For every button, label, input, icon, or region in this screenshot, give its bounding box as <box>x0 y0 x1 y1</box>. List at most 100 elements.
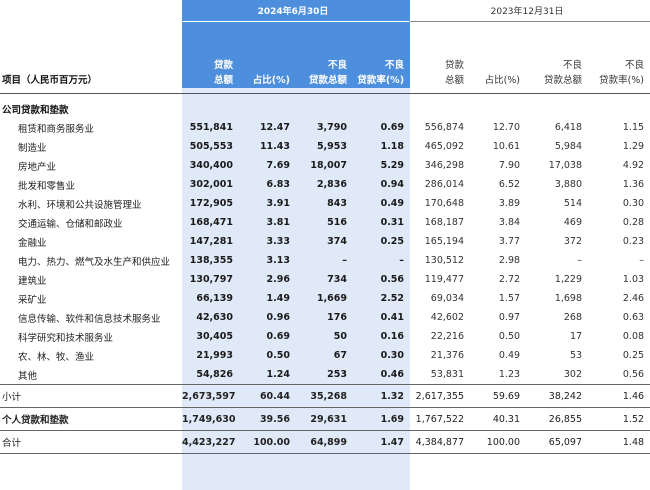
cur-npl-ratio-cell: 5.29 <box>380 160 405 171</box>
cur-npl-ratio-cell: 0.69 <box>380 122 405 133</box>
cur-npl-ratio-cell: 1.32 <box>353 384 411 408</box>
prev-npl-ratio-cell: 1.15 <box>622 122 645 133</box>
prev-loan-total-cell: 165,194 <box>424 236 465 247</box>
cur-share-cell: 100.00 <box>239 430 296 454</box>
table-row: 电力、热力、燃气及水生产和供应业 138,355 3.13 – – 130,512 2.98… <box>0 251 650 270</box>
current-period-label: 2024年6月30日 <box>182 0 411 22</box>
cur-npl-total-cell: 843 <box>327 198 347 209</box>
prev-loan-total-cell: 4,384,877 <box>410 430 471 454</box>
cur-npl-ratio-cell: 0.30 <box>380 350 405 361</box>
industry-name: 信息传输、软件和信息技术服务业 <box>18 313 161 325</box>
table-row: 房地产业 340,400 7.69 18,007 5.29 346,298 7.90 17,0… <box>0 156 650 175</box>
table-row: 科学研究和技术服务业 30,405 0.69 50 0.16 22,216 0.50 17 0.… <box>0 327 650 346</box>
prev-npl-total-cell: 17,038 <box>548 160 583 171</box>
cur-npl-total-cell: 253 <box>327 369 347 380</box>
cur-npl-ratio-cell: 0.56 <box>380 274 405 285</box>
industry-name: 金融业 <box>18 237 47 249</box>
prev-npl-total-cell: 26,855 <box>526 407 589 431</box>
prev-npl-total-cell: 268 <box>563 312 583 323</box>
total-row: 合计 4,423,227 100.00 64,899 1.47 4,384,877 100.… <box>0 430 650 454</box>
cur-npl-total-cell: 516 <box>327 217 347 228</box>
cur-loan-total-cell: 302,001 <box>189 179 233 190</box>
cur-loan-total-cell: 505,553 <box>189 141 233 152</box>
cur-loan-total-cell: 138,355 <box>189 255 233 266</box>
cur-loan-total-cell: 2,673,597 <box>182 384 239 408</box>
header-line: 不良 <box>625 60 645 71</box>
cur-npl-total-cell: 35,268 <box>296 384 353 408</box>
cur-loan-total-header: 贷款 总额 <box>182 21 239 94</box>
table-row: 交通运输、仓储和邮政业 168,471 3.81 516 0.31 168,187 3.84… <box>0 213 650 232</box>
cur-npl-total-cell: 2,836 <box>316 179 347 190</box>
industry-name: 农、林、牧、渔业 <box>18 351 95 363</box>
prev-loan-total-cell: 346,298 <box>424 160 465 171</box>
prev-loan-total-cell: 168,187 <box>424 217 465 228</box>
cur-npl-total-cell: 734 <box>327 274 347 285</box>
prev-share-cell: 3.77 <box>498 236 521 247</box>
cur-npl-ratio-cell: 1.69 <box>353 407 411 431</box>
section-row-corporate: 公司贷款和垫款 <box>0 94 650 119</box>
cur-npl-ratio-cell: 0.31 <box>380 217 405 228</box>
prev-share-cell: 1.57 <box>498 293 521 304</box>
cur-loan-total-cell: 147,281 <box>189 236 233 247</box>
prev-share-cell: 7.90 <box>498 160 521 171</box>
cur-loan-total-cell: 30,405 <box>196 331 233 342</box>
cur-share-header: 占比(%) <box>239 21 296 94</box>
prev-npl-ratio-cell: 0.08 <box>622 331 645 342</box>
cur-loan-total-cell: 66,139 <box>196 293 233 304</box>
prev-share-cell: 3.89 <box>498 198 521 209</box>
cur-npl-ratio-cell: 0.25 <box>380 236 405 247</box>
prev-npl-ratio-cell: 1.03 <box>622 274 645 285</box>
cur-share-cell: 12.47 <box>259 122 290 133</box>
prev-npl-total-cell: – <box>577 255 583 266</box>
table-row: 金融业 147,281 3.33 374 0.25 165,194 3.77 372 0.23 <box>0 232 650 251</box>
prev-share-cell: 10.61 <box>492 141 521 152</box>
previous-period-label: 2023年12月31日 <box>410 0 650 22</box>
cur-npl-ratio-cell: – <box>399 255 405 266</box>
cur-npl-total-cell: 29,631 <box>296 407 353 431</box>
prev-npl-total-cell: 469 <box>563 217 583 228</box>
subtotal-row: 小计 2,673,597 60.44 35,268 1.32 2,617,355 59.69… <box>0 384 650 408</box>
prev-npl-ratio-header: 不良 贷款率(%) <box>588 21 650 94</box>
industry-name: 交通运输、仓储和邮政业 <box>18 218 123 230</box>
prev-share-cell: 6.52 <box>498 179 521 190</box>
prev-loan-total-cell: 286,014 <box>424 179 465 190</box>
header-line: 贷款总额 <box>308 75 347 86</box>
cur-loan-total-cell: 340,400 <box>189 160 233 171</box>
prev-npl-ratio-cell: 0.63 <box>622 312 645 323</box>
cur-share-cell: 1.49 <box>266 293 290 304</box>
header-line: 贷款 <box>213 60 233 71</box>
prev-npl-total-header: 不良 贷款总额 <box>526 21 589 94</box>
industry-name: 建筑业 <box>18 275 47 287</box>
table-row: 其他 54,826 1.24 253 0.46 53,831 1.23 302 0.56 <box>0 365 650 385</box>
header-line: 贷款 <box>445 60 465 71</box>
cur-share-cell: 0.50 <box>266 350 290 361</box>
cur-npl-total-cell: 18,007 <box>310 160 347 171</box>
prev-npl-ratio-cell: 1.29 <box>622 141 645 152</box>
cur-npl-ratio-cell: 2.52 <box>380 293 405 304</box>
prev-npl-ratio-cell: 0.25 <box>622 350 645 361</box>
cur-share-cell: 2.96 <box>266 274 290 285</box>
prev-npl-ratio-cell: – <box>639 255 645 266</box>
cur-share-cell: 11.43 <box>259 141 290 152</box>
cur-share-cell: 0.96 <box>266 312 290 323</box>
prev-npl-ratio-cell: 1.48 <box>588 430 650 454</box>
prev-npl-ratio-cell: 0.28 <box>622 217 645 228</box>
header-line: 不良 <box>385 60 405 71</box>
prev-share-cell: 12.70 <box>492 122 521 133</box>
industry-name: 个人贷款和垫款 <box>0 407 182 431</box>
cur-npl-ratio-cell: 0.16 <box>380 331 405 342</box>
table-row: 批发和零售业 302,001 6.83 2,836 0.94 286,014 6.52 3,8… <box>0 175 650 194</box>
cur-npl-total-cell: 1,669 <box>316 293 347 304</box>
table-row: 农、林、牧、渔业 21,993 0.50 67 0.30 21,376 0.49 53 0.25 <box>0 346 650 365</box>
prev-npl-ratio-cell: 2.46 <box>622 293 645 304</box>
industry-name: 制造业 <box>18 142 47 154</box>
cur-loan-total-cell: 54,826 <box>196 369 233 380</box>
prev-npl-total-cell: 65,097 <box>526 430 589 454</box>
industry-name: 采矿业 <box>18 294 47 306</box>
header-line: 总额 <box>445 75 465 86</box>
cur-npl-ratio-cell: 1.18 <box>380 141 405 152</box>
prev-loan-total-cell: 1,767,522 <box>410 407 471 431</box>
prev-npl-total-cell: 3,880 <box>554 179 583 190</box>
cur-share-cell: 0.69 <box>266 331 290 342</box>
cur-npl-total-cell: 374 <box>327 236 347 247</box>
